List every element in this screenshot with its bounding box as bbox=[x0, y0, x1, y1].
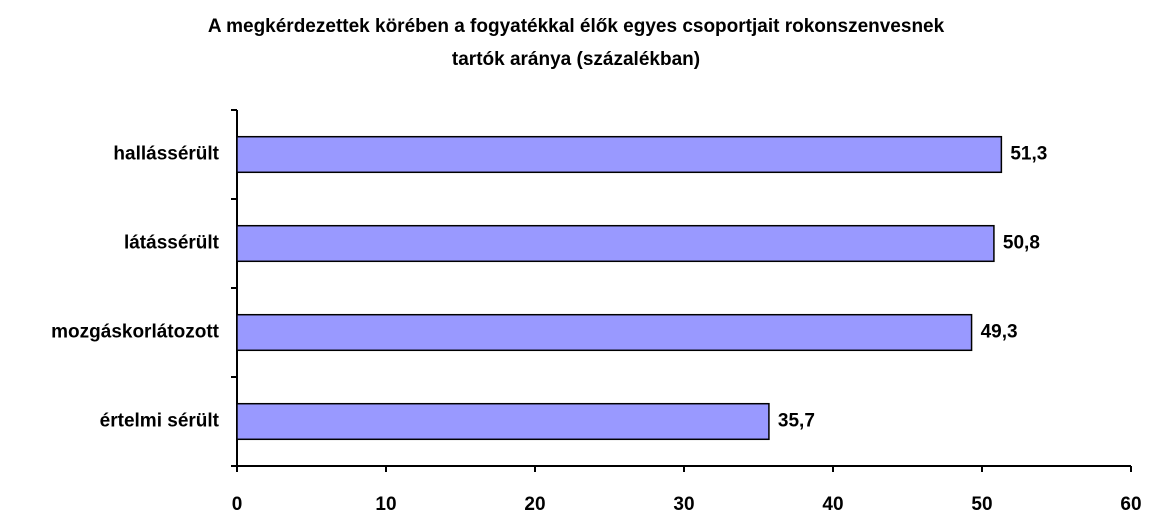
y-tick-label: értelmi sérült bbox=[100, 411, 220, 432]
y-tick-label: mozgáskorlátozott bbox=[51, 322, 220, 343]
data-label: 35,7 bbox=[778, 411, 815, 432]
y-tick-label: hallássérült bbox=[113, 144, 219, 165]
x-tick-label: 10 bbox=[375, 494, 396, 515]
chart-title: tartók aránya (százalékban) bbox=[452, 49, 700, 70]
bar bbox=[236, 402, 770, 441]
y-tick-label: látássérült bbox=[124, 233, 220, 254]
x-tick-label: 60 bbox=[1120, 494, 1141, 515]
data-label: 51,3 bbox=[1010, 144, 1047, 165]
x-tick-label: 30 bbox=[673, 494, 694, 515]
data-label: 49,3 bbox=[981, 322, 1018, 343]
bar bbox=[236, 135, 1003, 174]
x-tick-label: 40 bbox=[822, 494, 843, 515]
chart-title: A megkérdezettek körében a fogyatékkal é… bbox=[208, 16, 945, 37]
x-tick-label: 0 bbox=[232, 494, 243, 515]
x-tick-label: 20 bbox=[524, 494, 545, 515]
bar bbox=[236, 313, 973, 352]
x-tick-label: 50 bbox=[971, 494, 992, 515]
data-label: 50,8 bbox=[1003, 233, 1040, 254]
bar bbox=[236, 224, 995, 263]
